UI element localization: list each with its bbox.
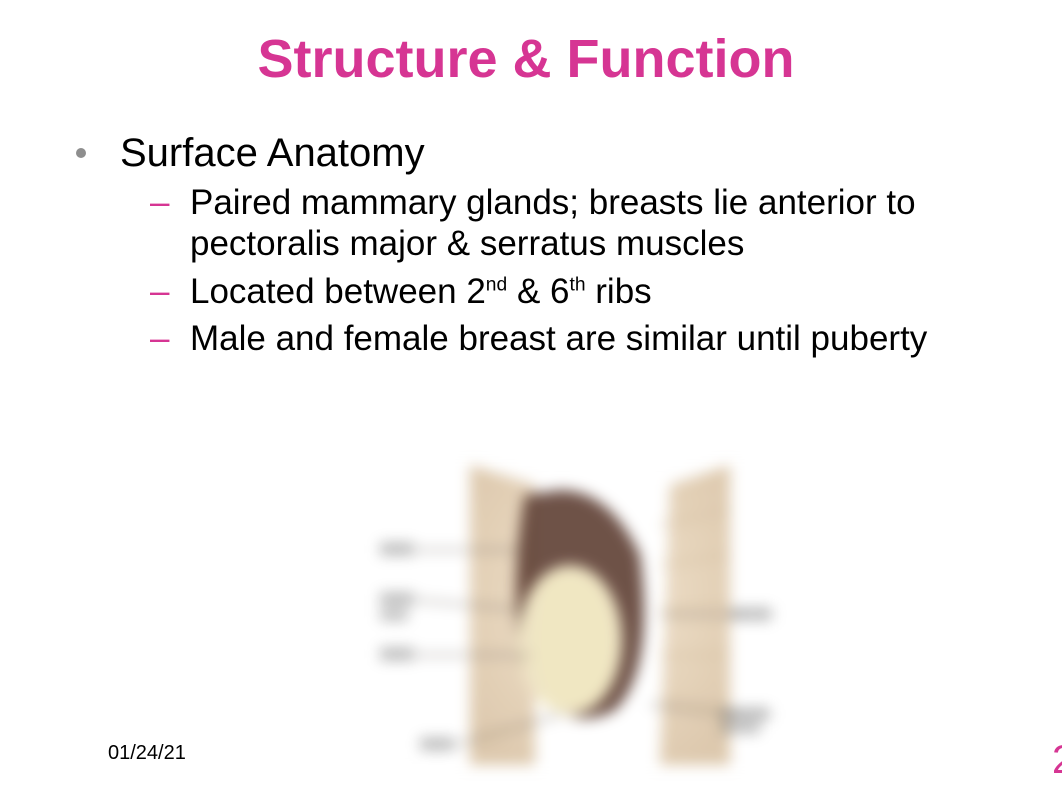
anatomy-illustration [360, 455, 780, 775]
list-item-level2: – Paired mammary glands; breasts lie ant… [150, 182, 1022, 265]
level2-text: Male and female breast are similar until… [190, 319, 927, 358]
dash-icon: – [150, 271, 169, 312]
slide-body: Surface Anatomy – Paired mammary glands;… [70, 130, 1022, 365]
slide-title: Structure & Function [0, 28, 1052, 90]
list-item-level1: Surface Anatomy [70, 130, 1022, 176]
level2-text: Paired mammary glands; breasts lie anter… [190, 183, 916, 263]
bullet-dot-icon [76, 148, 86, 158]
dash-icon: – [150, 182, 169, 223]
page-number: 2 [1052, 738, 1062, 783]
list-item-level2: – Located between 2nd & 6th ribs [150, 271, 1022, 312]
level1-text: Surface Anatomy [120, 131, 425, 175]
footer-date: 01/24/21 [108, 742, 186, 765]
level2-text: Located between 2nd & 6th ribs [190, 272, 652, 311]
list-item-level2: – Male and female breast are similar unt… [150, 318, 1022, 359]
dash-icon: – [150, 318, 169, 359]
